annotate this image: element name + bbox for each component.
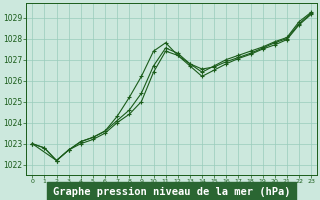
X-axis label: Graphe pression niveau de la mer (hPa): Graphe pression niveau de la mer (hPa)	[53, 187, 291, 197]
